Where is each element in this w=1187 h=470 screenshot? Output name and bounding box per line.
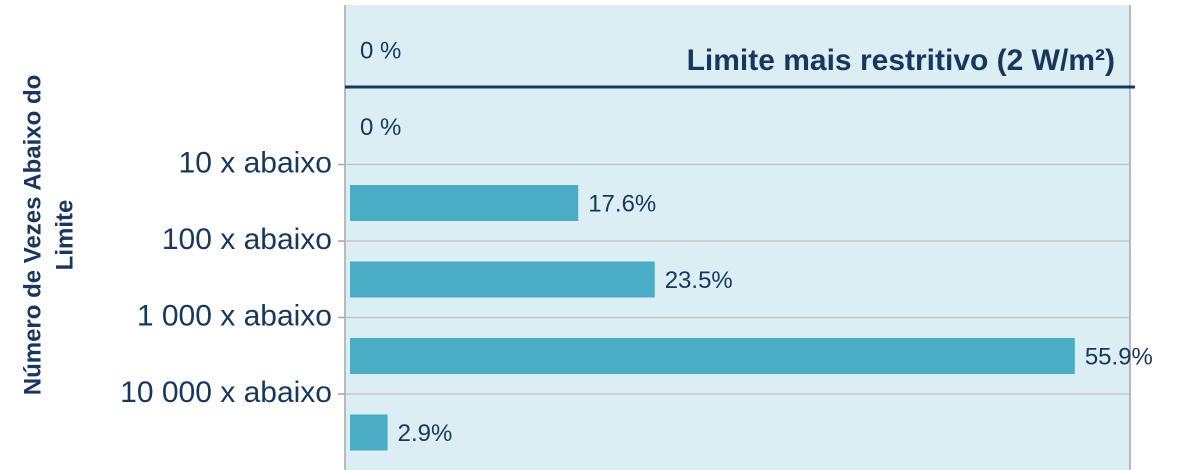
y-axis-title-line: Limite	[51, 200, 78, 271]
value-label: 2.9%	[398, 420, 453, 447]
bar	[350, 185, 579, 221]
category-label: 10 x abaixo	[179, 146, 332, 179]
bar	[350, 261, 655, 298]
bar	[350, 414, 388, 451]
value-label: 17.6%	[588, 190, 656, 217]
value-label: 23.5%	[665, 267, 733, 294]
value-label: 55.9%	[1085, 343, 1153, 370]
chart-title: Limite mais restritivo (2 W/m²)	[687, 44, 1115, 77]
value-label: 0 %	[360, 114, 401, 141]
category-label: 10 000 x abaixo	[120, 376, 332, 409]
y-axis-title-line: Número de Vezes Abaixo do	[19, 75, 46, 396]
category-label: 1 000 x abaixo	[137, 299, 332, 332]
category-label: 100 x abaixo	[162, 223, 332, 256]
y-axis-title: Número de Vezes Abaixo do Limite	[19, 75, 78, 396]
bar	[350, 338, 1075, 374]
value-label: 0 %	[360, 37, 401, 64]
plot-background	[345, 5, 1130, 470]
